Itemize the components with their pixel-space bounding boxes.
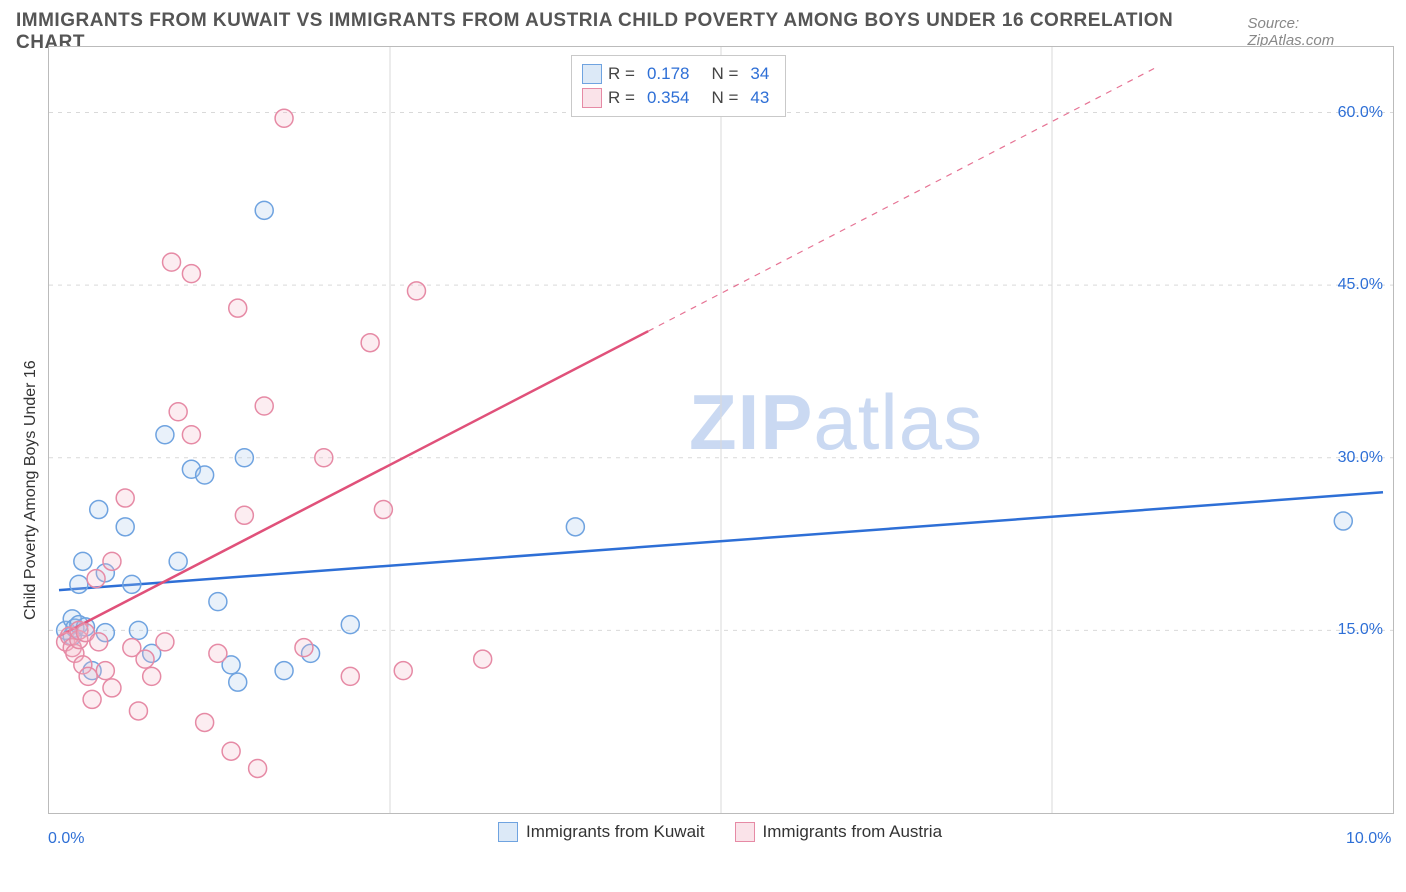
stats-legend: R =0.178N =34R =0.354N =43: [571, 55, 786, 117]
x-tick-min: 0.0%: [48, 830, 84, 848]
x-tick-max: 10.0%: [1346, 830, 1391, 848]
y-tick-label: 30.0%: [1338, 449, 1383, 467]
legend-item: Immigrants from Austria: [735, 822, 943, 842]
y-tick-label: 45.0%: [1338, 276, 1383, 294]
y-tick-label: 60.0%: [1338, 104, 1383, 122]
stats-legend-row: R =0.178N =34: [582, 62, 775, 86]
y-tick-label: 15.0%: [1338, 621, 1383, 639]
scatter-plot: [49, 47, 1393, 813]
chart-container: ZIPatlas R =0.178N =34R =0.354N =43 15.0…: [48, 46, 1394, 814]
legend-item: Immigrants from Kuwait: [498, 822, 705, 842]
source-attrib: Source: ZipAtlas.com: [1248, 15, 1391, 49]
y-axis-label: Child Poverty Among Boys Under 16: [22, 360, 40, 620]
series-legend: Immigrants from Kuwait Immigrants from Au…: [498, 822, 942, 842]
stats-legend-row: R =0.354N =43: [582, 86, 775, 110]
